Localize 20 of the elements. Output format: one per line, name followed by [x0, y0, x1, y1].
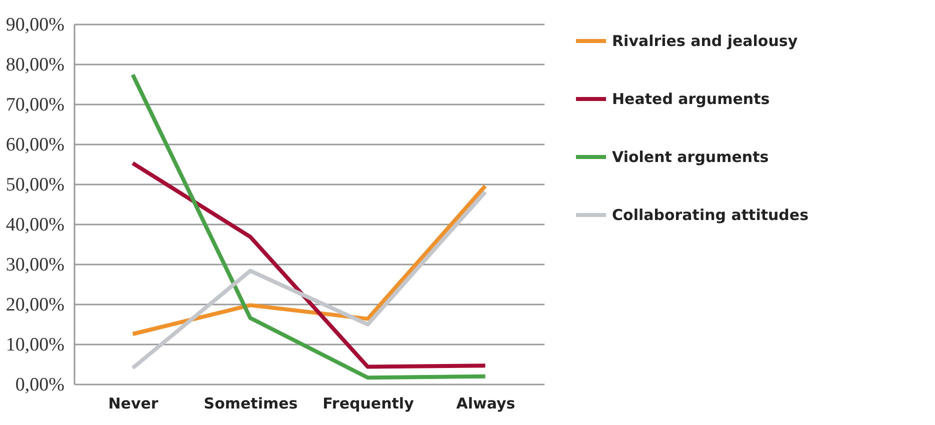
y-tick-label: 20,00%	[6, 294, 65, 316]
y-tick-label: 0,00%	[15, 374, 65, 396]
x-tick-label: Frequently	[322, 394, 414, 412]
y-tick-label: 90,00%	[6, 14, 65, 36]
legend-label: Rivalries and jealousy	[612, 32, 798, 50]
y-tick-label: 40,00%	[6, 214, 65, 236]
y-tick-label: 60,00%	[6, 134, 65, 156]
y-tick-label: 50,00%	[6, 174, 65, 196]
legend-label: Violent arguments	[612, 148, 769, 166]
line-series	[130, 184, 488, 336]
line-series	[130, 72, 488, 380]
legend-label: Heated arguments	[612, 90, 770, 108]
x-tick-label: Never	[108, 394, 159, 412]
y-tick-label: 80,00%	[6, 54, 65, 76]
legend-label: Collaborating attitudes	[612, 206, 809, 224]
y-tick-label: 30,00%	[6, 254, 65, 276]
y-tick-label: 10,00%	[6, 334, 65, 356]
x-tick-label: Always	[456, 394, 516, 412]
x-tick-label: Sometimes	[204, 394, 298, 412]
y-tick-label: 70,00%	[6, 94, 65, 116]
